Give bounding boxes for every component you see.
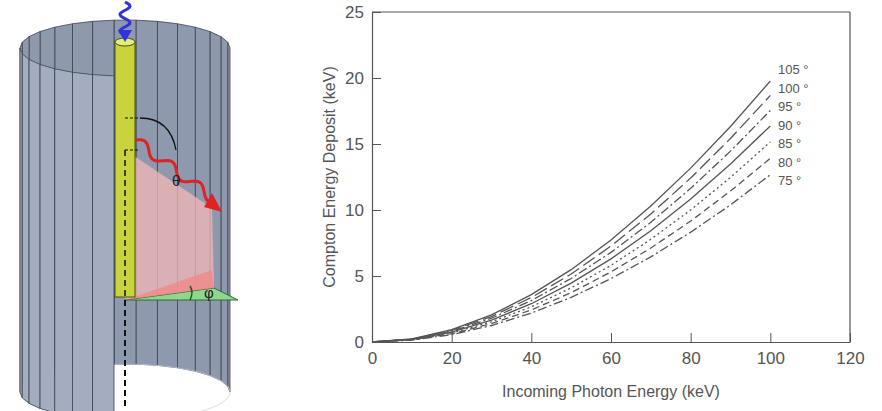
- y-tick-label: 15: [345, 135, 364, 154]
- x-tick: 40: [522, 333, 541, 368]
- x-tick-label: 100: [757, 349, 785, 368]
- y-tick-mark: [372, 144, 381, 145]
- theta-bracket: [125, 118, 140, 150]
- x-tick-mark: [691, 333, 692, 342]
- figure: θφ0204060801001200510152025Incoming Phot…: [0, 0, 882, 411]
- legend-label: 95 °: [778, 99, 801, 114]
- x-tick-label: 0: [368, 349, 377, 368]
- legend-label: 105 °: [778, 62, 809, 77]
- frame-top: [372, 11, 850, 12]
- x-tick: 100: [757, 333, 785, 368]
- y-axis-title: Compton Energy Deposit (keV): [321, 66, 338, 287]
- series-line: [372, 95, 770, 342]
- x-axis-line: [373, 342, 851, 343]
- cylinder-panel: [22, 54, 29, 404]
- x-tick: 80: [682, 333, 701, 368]
- y-tick-label: 0: [355, 333, 364, 352]
- x-tick-label: 20: [443, 349, 462, 368]
- series-line: [372, 142, 770, 342]
- x-tick-label: 120: [836, 349, 864, 368]
- detector-diagram: θφ: [20, 2, 238, 411]
- y-tick-mark: [372, 78, 381, 79]
- legend-label: 75 °: [778, 173, 801, 188]
- legend-label: 80 °: [778, 155, 801, 170]
- y-tick-label: 5: [355, 267, 364, 286]
- y-tick-mark: [372, 276, 381, 277]
- y-axis-line: [372, 13, 373, 343]
- scatter-plane: [125, 150, 214, 300]
- frame-right: [849, 12, 850, 342]
- x-tick-label: 80: [682, 349, 701, 368]
- x-tick-mark: [611, 333, 612, 342]
- scattered-photon: [135, 140, 213, 203]
- x-tick-mark: [850, 333, 851, 342]
- series-line: [372, 158, 770, 342]
- y-tick-mark: [372, 342, 381, 343]
- scatterer-rod: [115, 42, 135, 297]
- x-tick-mark: [531, 333, 532, 342]
- plane-wedge: [125, 270, 214, 300]
- y-tick: 10: [345, 201, 381, 220]
- legend: 105 ° 100 ° 95 ° 90 ° 85 ° 80 ° 75 °: [778, 62, 809, 188]
- x-tick: 20: [443, 333, 462, 368]
- y-axis: 0 5 10 15 20 25: [345, 3, 381, 352]
- x-tick: 60: [602, 333, 621, 368]
- rod-axis: [124, 150, 126, 300]
- y-tick: 0: [355, 333, 381, 352]
- y-tick-label: 20: [345, 69, 364, 88]
- series-line: [372, 110, 770, 342]
- plot: 0 20 40 60 80 100 120 0 5 10 15 20 25 Incoming Photon…: [321, 3, 865, 400]
- x-tick-mark: [770, 333, 771, 342]
- cylinder-panel: [40, 64, 55, 411]
- phi-arc: [190, 286, 192, 300]
- y-tick-label: 10: [345, 201, 364, 220]
- legend-label: 100 °: [778, 81, 809, 96]
- cylinder-panel: [29, 59, 40, 408]
- x-tick: 120: [836, 333, 864, 368]
- x-axis: 0 20 40 60 80 100 120: [368, 333, 865, 368]
- cylinder-panel: [55, 69, 73, 411]
- theta-arc: [140, 118, 176, 150]
- y-tick-label: 25: [345, 3, 364, 22]
- y-tick: 15: [345, 135, 381, 154]
- x-tick-label: 40: [522, 349, 541, 368]
- cylinder-panel: [93, 75, 114, 411]
- legend-label: 85 °: [778, 136, 801, 151]
- y-tick-mark: [372, 12, 381, 13]
- theta-label: θ: [172, 172, 180, 189]
- y-tick: 20: [345, 69, 381, 88]
- cylinder-panel: [221, 37, 228, 387]
- series-line: [372, 81, 770, 342]
- cylinder-panel: [73, 72, 93, 411]
- scattered-photon-head: [204, 193, 222, 212]
- legend-label: 90 °: [778, 118, 801, 133]
- x-tick-label: 60: [602, 349, 621, 368]
- x-axis-title: Incoming Photon Energy (keV): [502, 383, 720, 400]
- y-tick-mark: [372, 210, 381, 211]
- series-line: [372, 126, 770, 342]
- phi-label: φ: [204, 284, 214, 301]
- incoming-photon-head: [118, 30, 132, 42]
- rod-axis: [124, 300, 126, 408]
- y-tick: 25: [345, 3, 381, 22]
- y-tick: 5: [355, 267, 381, 286]
- lines: [372, 81, 770, 342]
- series-line: [372, 175, 770, 342]
